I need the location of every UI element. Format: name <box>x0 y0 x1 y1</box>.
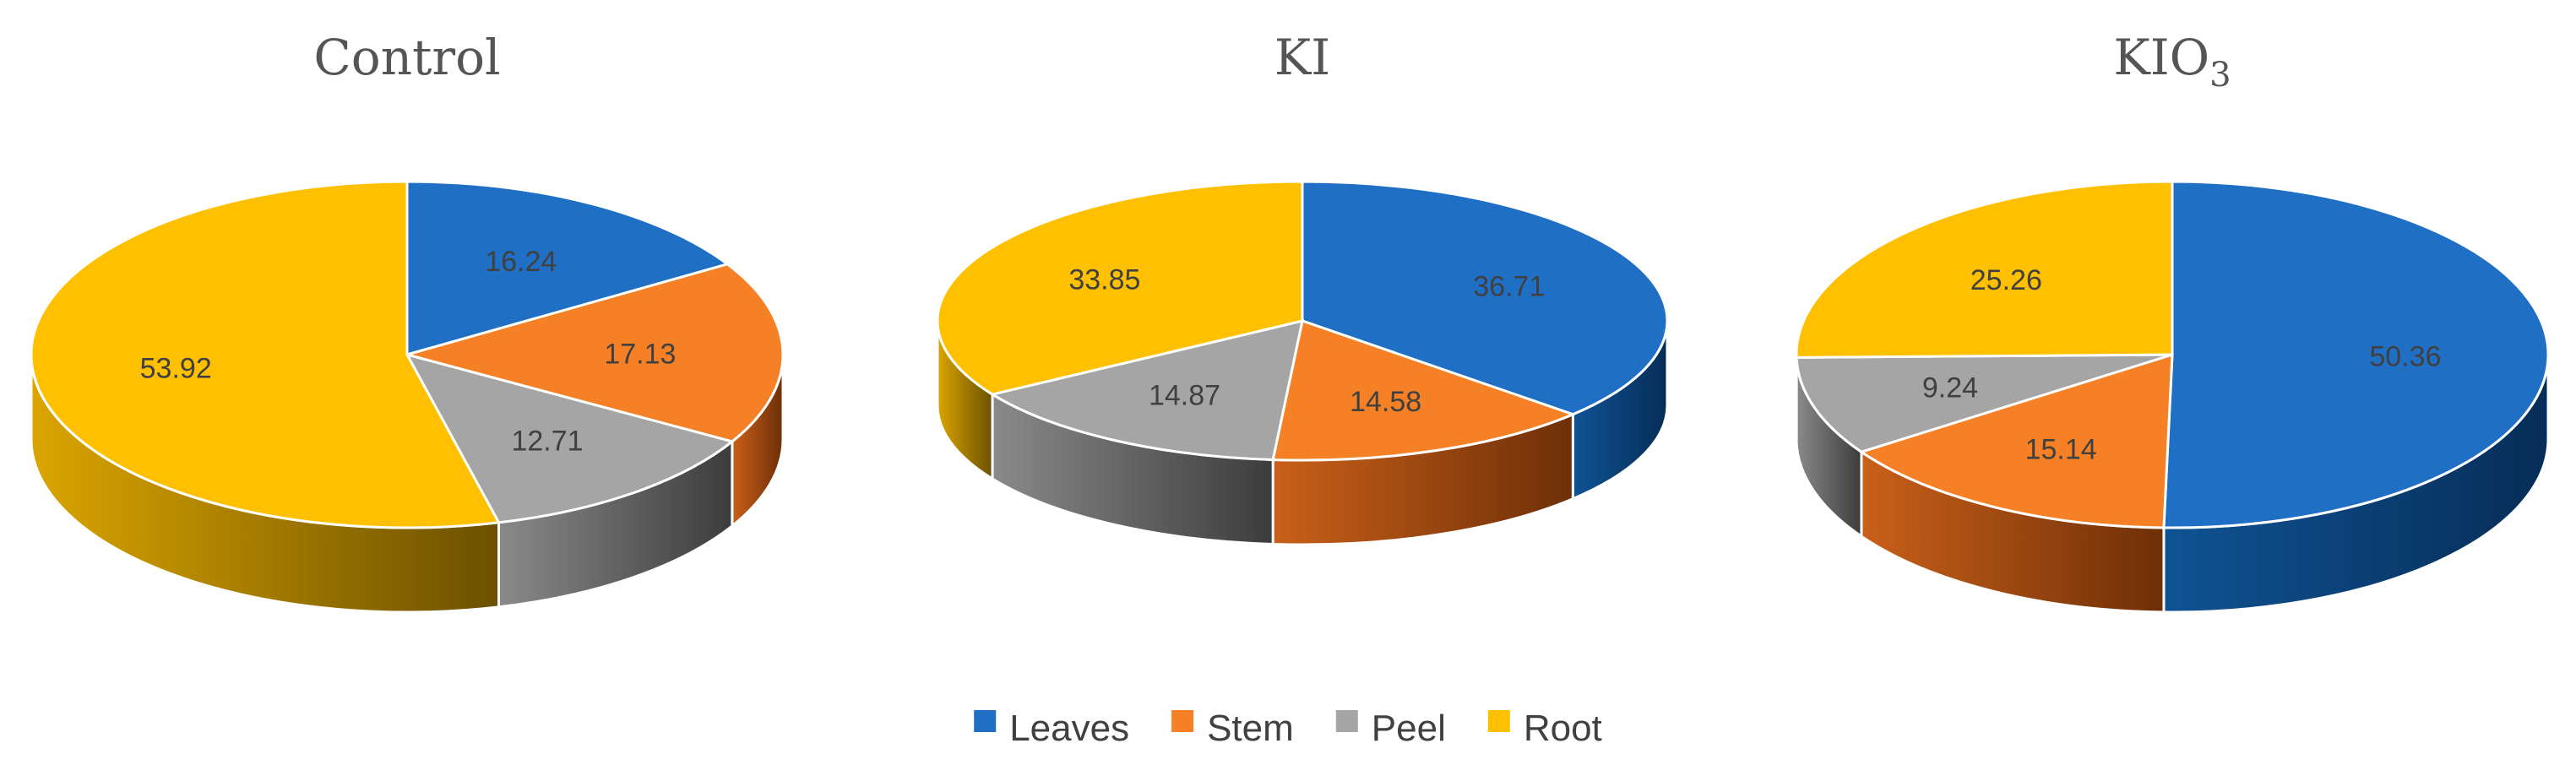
pie-top <box>30 180 785 529</box>
pie-charts-group: Control 16.24 17.13 12.71 53.92 KI 36.71 14.58 1… <box>30 29 2550 614</box>
slice-leaves <box>405 180 731 356</box>
slice-root <box>936 180 1304 396</box>
slice-stem <box>1858 352 2174 529</box>
data-label-peel: 12.71 <box>511 426 583 458</box>
slice-peel <box>405 352 736 524</box>
data-label-stem: 14.58 <box>1350 386 1421 418</box>
data-label-root: 33.85 <box>1068 263 1140 296</box>
slice-peel <box>1795 353 2173 453</box>
data-label-stem: 17.13 <box>604 338 676 370</box>
legend-label-root: Root <box>1524 708 1602 749</box>
legend: Leaves Stem Peel Root <box>974 708 1602 749</box>
data-label-root: 53.92 <box>140 353 212 385</box>
legend-item-root: Root <box>1487 708 1602 749</box>
pie-side-walls <box>1795 354 2550 614</box>
slice-stem <box>402 263 785 443</box>
legend-swatch-stem <box>1171 710 1194 732</box>
chart-title-main: KIO <box>2113 29 2209 86</box>
slice-leaves <box>1301 180 1669 416</box>
pie-side-walls <box>30 354 785 614</box>
legend-label-peel: Peel <box>1372 708 1446 749</box>
legend-swatch-peel <box>1335 710 1358 732</box>
legend-swatch-root <box>1487 710 1510 732</box>
slice-peel <box>989 318 1304 462</box>
pie-chart-kio3: KIO3 50.36 15.14 9.24 25.26 <box>1795 29 2550 614</box>
data-labels: 16.24 17.13 12.71 53.92 <box>140 246 677 457</box>
data-label-leaves: 36.71 <box>1473 271 1545 303</box>
data-label-root: 25.26 <box>1970 264 2042 296</box>
legend-item-leaves: Leaves <box>974 708 1129 749</box>
chart-title-main: Control <box>313 29 500 86</box>
data-labels: 50.36 15.14 9.24 25.26 <box>1922 264 2442 466</box>
pie-chart-ki: KI 36.71 14.58 14.87 33.85 <box>936 29 1669 546</box>
legend-item-peel: Peel <box>1335 708 1446 749</box>
chart-title-subscript: 3 <box>2209 56 2231 95</box>
data-label-peel: 14.87 <box>1149 379 1220 411</box>
slice-stem <box>1271 319 1577 462</box>
legend-item-stem: Stem <box>1171 708 1294 749</box>
chart-title: Control <box>313 29 500 86</box>
pie-top <box>1795 180 2550 529</box>
pie-chart-control: Control 16.24 17.13 12.71 53.92 <box>30 29 785 614</box>
data-label-peel: 9.24 <box>1922 372 1978 404</box>
chart-title: KI <box>1274 29 1330 86</box>
chart-title: KIO3 <box>2113 29 2231 95</box>
legend-swatch-leaves <box>974 710 997 732</box>
legend-label-stem: Stem <box>1207 708 1294 749</box>
slice-leaves <box>2162 180 2550 529</box>
slice-root <box>1795 180 2174 359</box>
chart-title-main: KI <box>1274 29 1330 86</box>
slice-root <box>30 180 501 529</box>
data-label-leaves: 16.24 <box>485 246 557 278</box>
data-label-stem: 15.14 <box>2025 434 2097 466</box>
legend-label-leaves: Leaves <box>1009 708 1129 749</box>
data-labels: 36.71 14.58 14.87 33.85 <box>1068 263 1545 418</box>
pie-top <box>936 180 1669 462</box>
data-label-leaves: 50.36 <box>2369 340 2441 372</box>
